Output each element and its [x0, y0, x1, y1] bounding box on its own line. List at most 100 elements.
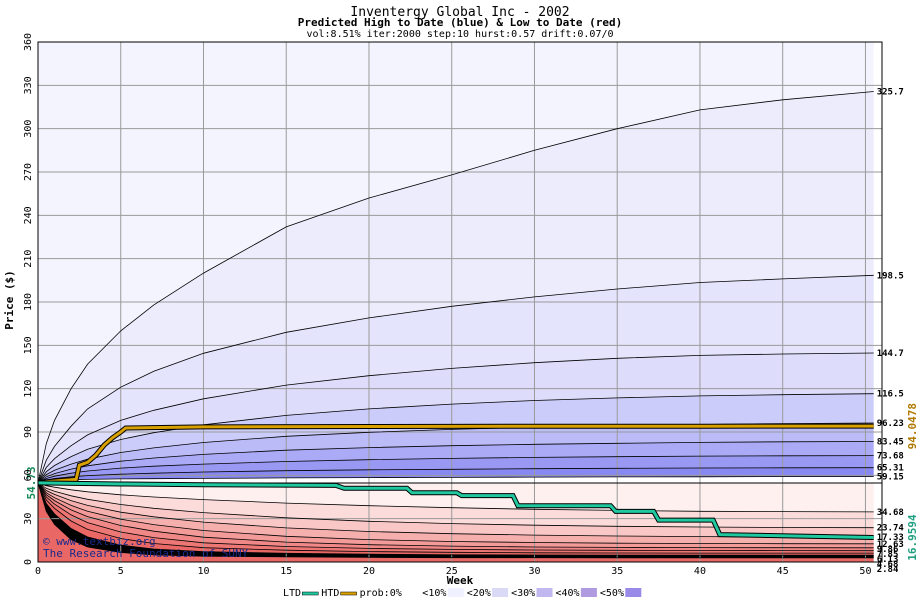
legend-swatch [403, 588, 420, 597]
y-tick-label: 180 [23, 293, 34, 311]
band-boundary [37, 482, 874, 545]
band-end-label: 23.74 [877, 524, 905, 534]
band-end-label: 34.68 [877, 508, 904, 518]
upper-band [38, 275, 874, 483]
band-boundary [37, 352, 874, 484]
y-tick-label: 210 [23, 250, 34, 268]
band-boundary [37, 441, 874, 484]
upper-band [38, 393, 874, 483]
band-end-label: 73.68 [877, 452, 904, 462]
x-tick-label: 0 [35, 566, 41, 577]
band-boundary [37, 482, 874, 552]
lower-band-outermost [38, 482, 874, 562]
band-boundary [37, 393, 874, 484]
y-tick-label: 150 [23, 336, 34, 354]
upper-band [38, 353, 874, 483]
legend-label: <20% [467, 588, 491, 599]
chart-params: vol:8.51% iter:2000 step:10 hurst:0.57 d… [306, 29, 613, 40]
x-tick-label: 45 [777, 566, 789, 577]
band-end-label: 325.7 [877, 88, 904, 98]
band-boundary [37, 482, 874, 556]
band-end-label: 83.45 [877, 437, 904, 447]
y-tick-label: 60 [23, 469, 34, 481]
start-price-label: 54.73 [25, 466, 38, 499]
x-tick-label: 25 [446, 566, 458, 577]
y-tick-label: 360 [23, 33, 34, 51]
legend-line-ltd [302, 591, 319, 596]
upper-band [38, 441, 874, 483]
legend-label: <30% [511, 588, 535, 599]
y-axis-label: Price ($) [3, 270, 16, 330]
x-tick-label: 30 [528, 566, 540, 577]
y-tick-label: 300 [23, 120, 34, 138]
legend-label: <50% [600, 588, 624, 599]
legend: LTD HTD prob:0% <10% <20% <30% <40% <50% [283, 588, 642, 599]
watermark-org: The Research Foundation of SUNY [43, 547, 249, 560]
legend-swatch [447, 588, 464, 597]
band-end-label: 9.86 [877, 545, 899, 555]
legend-swatch [536, 588, 553, 597]
chart-title: Inventergy Global Inc - 2002 [350, 5, 569, 20]
legend-label: prob:0% [360, 588, 402, 599]
band-boundary [37, 467, 874, 484]
lower-band [38, 482, 874, 537]
legend-swatch [492, 588, 509, 597]
ltd-end-label: 16.9594 [906, 514, 919, 561]
series-line-ltd [37, 481, 874, 539]
band-end-label: 2.84 [877, 565, 899, 575]
band-boundary [37, 482, 874, 538]
x-tick-label: 15 [280, 566, 292, 577]
chart-subtitle: Predicted High to Date (blue) & Low to D… [298, 16, 623, 29]
band-end-label: 198.5 [877, 271, 904, 281]
band-boundary [37, 91, 874, 483]
legend-label: <40% [556, 588, 580, 599]
y-tick-label: 30 [23, 513, 34, 525]
x-tick-label: 50 [859, 566, 871, 577]
band-end-label: 96.23 [877, 419, 904, 429]
band-end-label: 12.63 [877, 540, 904, 550]
band-boundary [37, 482, 874, 513]
x-tick-label: 10 [197, 566, 209, 577]
band-end-label: 6.13 [877, 555, 899, 565]
x-tick-label: 40 [694, 566, 706, 577]
band-end-label: 17.33 [877, 533, 904, 543]
watermark-url: © www.textbiz.org [43, 535, 156, 548]
lower-band [38, 482, 874, 544]
band-boundary [37, 482, 874, 559]
band-end-label: 7.85 [877, 550, 899, 560]
legend-label: LTD [283, 588, 301, 599]
lower-band-innermost [38, 482, 874, 512]
plot-frame [37, 41, 883, 563]
band-end-label: 59.15 [877, 473, 904, 483]
legend-label: <10% [422, 588, 446, 599]
lower-band [38, 482, 874, 558]
band-boundary [37, 482, 874, 529]
outer-band [38, 42, 874, 483]
htd-end-label: 94.0478 [906, 403, 919, 449]
band-end-label: 4.68 [877, 560, 899, 570]
band-boundary [37, 455, 874, 484]
band-end-label: 116.5 [877, 390, 904, 400]
x-tick-label: 20 [363, 566, 375, 577]
band-end-label: 144.7 [877, 349, 904, 359]
legend-line-htd [340, 591, 357, 596]
legend-swatch [580, 588, 597, 597]
upper-band [38, 423, 874, 483]
y-tick-label: 90 [23, 426, 34, 438]
x-tick-label: 35 [611, 566, 623, 577]
legend-label: HTD [321, 588, 339, 599]
legend-swatch [625, 588, 642, 597]
lower-band [38, 482, 874, 528]
band-boundary [37, 482, 874, 549]
band-boundary [37, 482, 874, 554]
y-tick-label: 0 [23, 559, 34, 565]
y-tick-label: 270 [23, 163, 34, 181]
x-tick-label: 5 [118, 566, 124, 577]
band-boundary [37, 274, 874, 484]
band-end-label: 65.31 [877, 464, 904, 474]
x-axis-label: Week [447, 574, 474, 587]
upper-band [38, 91, 874, 483]
y-tick-label: 240 [23, 206, 34, 224]
